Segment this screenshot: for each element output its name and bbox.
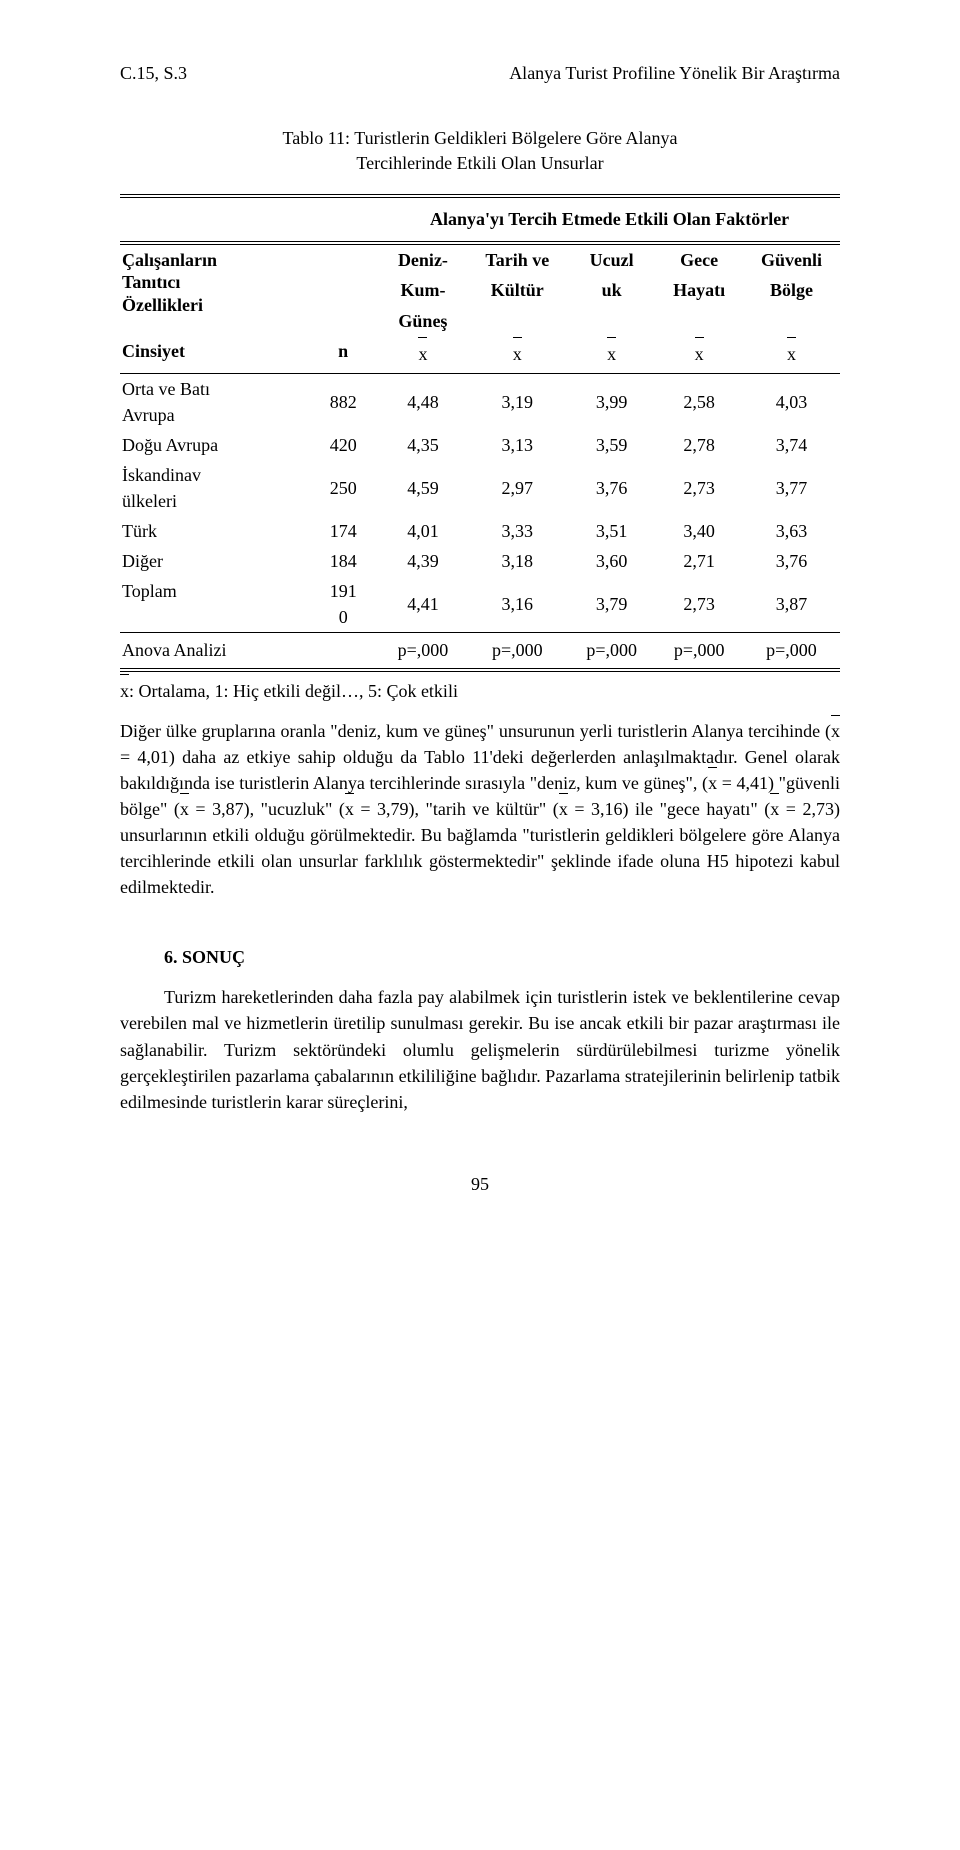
- table-row: Doğu Avrupa 420 4,35 3,13 3,59 2,78 3,74: [120, 430, 840, 460]
- row-header: Çalışanların Tanıtıcı Özellikleri: [120, 243, 307, 337]
- table-row: Türk 174 4,01 3,33 3,51 3,40 3,63: [120, 516, 840, 546]
- body-paragraph-2: Turizm hareketlerinden daha fazla pay al…: [120, 984, 840, 1114]
- n-label: n: [307, 336, 379, 373]
- table-title: Tablo 11: Turistlerin Geldikleri Bölgele…: [120, 126, 840, 176]
- table-row: Orta ve BatıAvrupa 882 4,48 3,19 3,99 2,…: [120, 373, 840, 430]
- xbar-col-0: x: [418, 345, 427, 363]
- note-text: : Ortalama, 1: Hiç etkili değil…, 5: Çok…: [129, 681, 458, 701]
- col-head-2-l1: Ucuzl: [568, 243, 656, 276]
- data-table: Alanya'yı Tercih Etmede Etkili Olan Fakt…: [120, 194, 840, 671]
- col-head-3-l1: Gece: [655, 243, 743, 276]
- col-head-1-l1: Tarih ve: [467, 243, 568, 276]
- col-head-4-l1: Güvenli: [743, 243, 840, 276]
- page-number: 95: [120, 1171, 840, 1197]
- factors-header: Alanya'yı Tercih Etmede Etkili Olan Fakt…: [379, 196, 840, 242]
- table-row: İskandinavülkeleri 250 4,59 2,97 3,76 2,…: [120, 460, 840, 516]
- col-head-0-l1: Deniz-: [379, 243, 467, 276]
- table-title-line1: Turistlerin Geldikleri Bölgelere Göre Al…: [354, 128, 677, 148]
- header-left: C.15, S.3: [120, 60, 187, 86]
- table-row: Toplam 1910 4,41 3,16 3,79 2,73 3,87: [120, 576, 840, 633]
- note-xbar: x: [120, 682, 129, 700]
- xbar-col-1: x: [513, 345, 522, 363]
- table-note: x: Ortalama, 1: Hiç etkili değil…, 5: Ço…: [120, 678, 840, 704]
- xbar-col-2: x: [607, 345, 616, 363]
- table-title-prefix: Tablo 11:: [282, 128, 350, 148]
- xbar-col-3: x: [695, 345, 704, 363]
- table-row: Diğer 184 4,39 3,18 3,60 2,71 3,76: [120, 546, 840, 576]
- section-heading: 6. SONUÇ: [120, 944, 840, 970]
- xbar-col-4: x: [787, 345, 796, 363]
- cinsiyet-label: Cinsiyet: [120, 336, 307, 373]
- anova-row: Anova Analizi p=,000 p=,000 p=,000 p=,00…: [120, 633, 840, 670]
- page-header: C.15, S.3 Alanya Turist Profiline Yöneli…: [120, 60, 840, 86]
- header-right: Alanya Turist Profiline Yönelik Bir Araş…: [509, 60, 840, 86]
- table-title-line2: Tercihlerinde Etkili Olan Unsurlar: [356, 153, 603, 173]
- body-paragraph-1: Diğer ülke gruplarına oranla "deniz, kum…: [120, 718, 840, 901]
